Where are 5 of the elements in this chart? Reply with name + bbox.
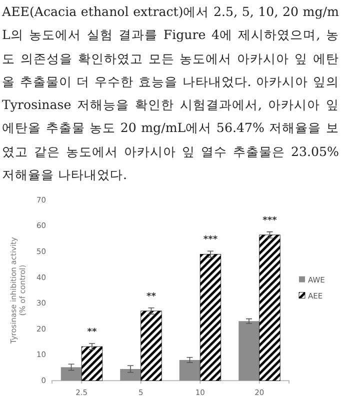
annotation: ***	[203, 236, 218, 246]
text: AEE(Acacia ethanol extract)에서 2.5, 5, 10, 20 mg/mL의 농도에서 실험 결과를 Figure 4에 제시하였으며, 농도 의존성을 확인하였고 모든 농도에서 아카시아 잎 에탄올 추출물이 더 우수한 효능을 나타내었다. 아카시아 잎의 Tyrosinase 저해능을 확인한 시험결과에서, 아카시아 잎 에탄올 추출물 농도 20 mg/mL에서 56.47% 저해율을 보였고 같은 농도에서 아카시아 잎 열수 추출물은 23.05% 저해율을 나타내었다.	[1, 3, 340, 184]
annotation: **	[87, 328, 97, 338]
annotation: **	[146, 292, 156, 302]
annotation: ***	[262, 216, 278, 226]
